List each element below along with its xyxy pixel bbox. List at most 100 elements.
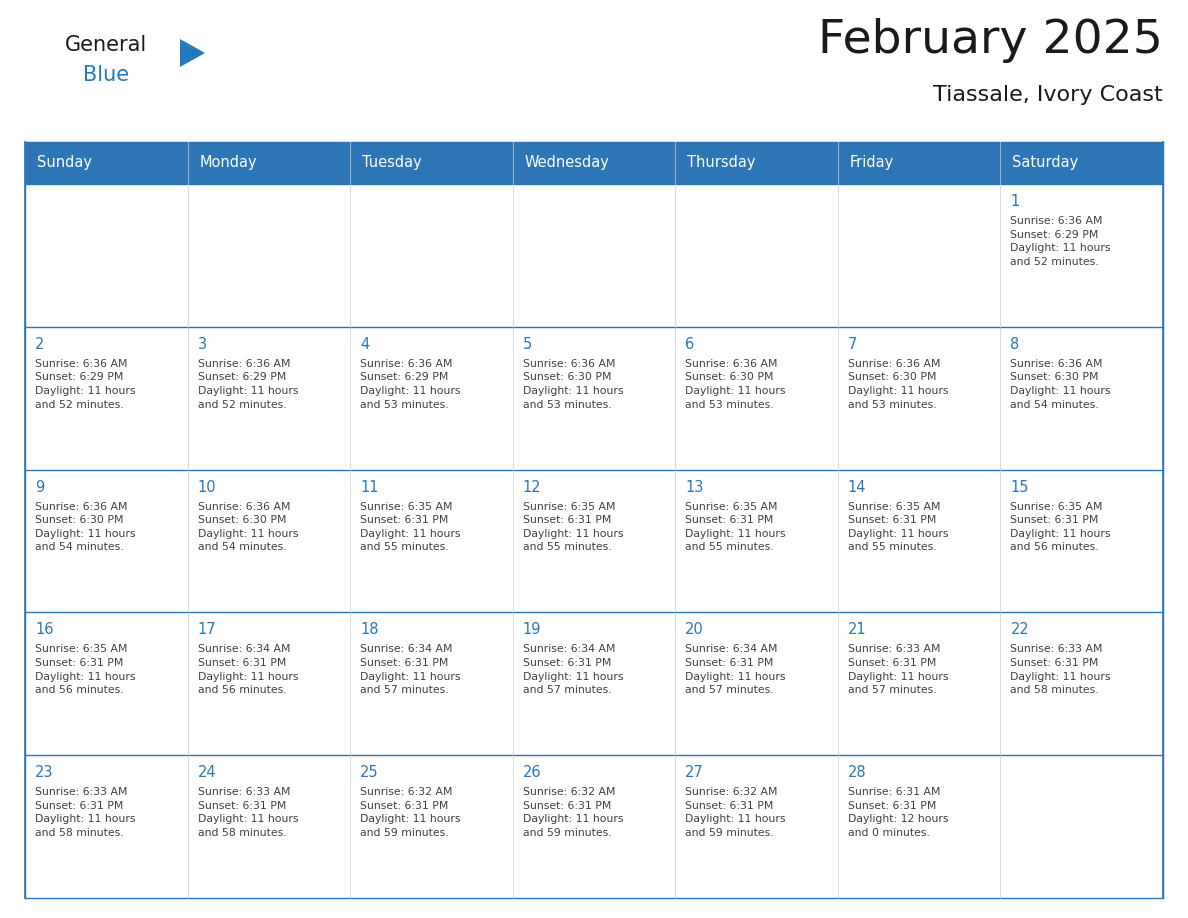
Text: Sunrise: 6:34 AM
Sunset: 6:31 PM
Daylight: 11 hours
and 57 minutes.: Sunrise: 6:34 AM Sunset: 6:31 PM Dayligh… — [360, 644, 461, 695]
Text: 11: 11 — [360, 479, 379, 495]
Text: Sunrise: 6:36 AM
Sunset: 6:29 PM
Daylight: 11 hours
and 53 minutes.: Sunrise: 6:36 AM Sunset: 6:29 PM Dayligh… — [360, 359, 461, 409]
Bar — [838, 756, 1000, 898]
Text: February 2025: February 2025 — [819, 18, 1163, 63]
Text: Sunrise: 6:35 AM
Sunset: 6:31 PM
Daylight: 11 hours
and 55 minutes.: Sunrise: 6:35 AM Sunset: 6:31 PM Dayligh… — [685, 501, 785, 553]
Text: 4: 4 — [360, 337, 369, 352]
Bar — [513, 756, 675, 898]
Text: 25: 25 — [360, 766, 379, 780]
Text: 2: 2 — [34, 337, 44, 352]
Text: Sunrise: 6:35 AM
Sunset: 6:31 PM
Daylight: 11 hours
and 55 minutes.: Sunrise: 6:35 AM Sunset: 6:31 PM Dayligh… — [360, 501, 461, 553]
Text: Sunrise: 6:36 AM
Sunset: 6:29 PM
Daylight: 11 hours
and 52 minutes.: Sunrise: 6:36 AM Sunset: 6:29 PM Dayligh… — [1011, 216, 1111, 267]
Text: 5: 5 — [523, 337, 532, 352]
Bar — [1000, 756, 1163, 898]
Text: Friday: Friday — [849, 155, 895, 171]
Bar — [350, 327, 513, 470]
Text: 24: 24 — [197, 766, 216, 780]
Bar — [513, 327, 675, 470]
Text: 12: 12 — [523, 479, 542, 495]
Bar — [25, 327, 188, 470]
Bar — [675, 756, 838, 898]
Text: Sunrise: 6:36 AM
Sunset: 6:29 PM
Daylight: 11 hours
and 52 minutes.: Sunrise: 6:36 AM Sunset: 6:29 PM Dayligh… — [197, 359, 298, 409]
Text: 16: 16 — [34, 622, 53, 637]
Text: 20: 20 — [685, 622, 704, 637]
Polygon shape — [181, 39, 206, 67]
Bar — [25, 142, 1163, 184]
Text: Sunrise: 6:36 AM
Sunset: 6:30 PM
Daylight: 11 hours
and 54 minutes.: Sunrise: 6:36 AM Sunset: 6:30 PM Dayligh… — [34, 501, 135, 553]
Text: Sunrise: 6:33 AM
Sunset: 6:31 PM
Daylight: 11 hours
and 58 minutes.: Sunrise: 6:33 AM Sunset: 6:31 PM Dayligh… — [197, 788, 298, 838]
Text: 23: 23 — [34, 766, 53, 780]
Text: Sunrise: 6:36 AM
Sunset: 6:30 PM
Daylight: 11 hours
and 54 minutes.: Sunrise: 6:36 AM Sunset: 6:30 PM Dayligh… — [197, 501, 298, 553]
Text: Sunrise: 6:34 AM
Sunset: 6:31 PM
Daylight: 11 hours
and 57 minutes.: Sunrise: 6:34 AM Sunset: 6:31 PM Dayligh… — [685, 644, 785, 695]
Text: Tuesday: Tuesday — [362, 155, 422, 171]
Text: Sunrise: 6:33 AM
Sunset: 6:31 PM
Daylight: 11 hours
and 57 minutes.: Sunrise: 6:33 AM Sunset: 6:31 PM Dayligh… — [848, 644, 948, 695]
Text: 21: 21 — [848, 622, 866, 637]
Bar — [675, 184, 838, 327]
Text: Sunrise: 6:35 AM
Sunset: 6:31 PM
Daylight: 11 hours
and 55 minutes.: Sunrise: 6:35 AM Sunset: 6:31 PM Dayligh… — [848, 501, 948, 553]
Text: Sunrise: 6:34 AM
Sunset: 6:31 PM
Daylight: 11 hours
and 56 minutes.: Sunrise: 6:34 AM Sunset: 6:31 PM Dayligh… — [197, 644, 298, 695]
Text: 1: 1 — [1011, 194, 1019, 209]
Bar — [513, 612, 675, 756]
Text: General: General — [65, 35, 147, 55]
Bar — [675, 612, 838, 756]
Bar — [188, 756, 350, 898]
Text: 27: 27 — [685, 766, 704, 780]
Text: Sunrise: 6:36 AM
Sunset: 6:29 PM
Daylight: 11 hours
and 52 minutes.: Sunrise: 6:36 AM Sunset: 6:29 PM Dayligh… — [34, 359, 135, 409]
Text: Sunrise: 6:32 AM
Sunset: 6:31 PM
Daylight: 11 hours
and 59 minutes.: Sunrise: 6:32 AM Sunset: 6:31 PM Dayligh… — [685, 788, 785, 838]
Bar — [1000, 470, 1163, 612]
Text: 15: 15 — [1011, 479, 1029, 495]
Bar — [1000, 184, 1163, 327]
Text: 10: 10 — [197, 479, 216, 495]
Text: Sunrise: 6:34 AM
Sunset: 6:31 PM
Daylight: 11 hours
and 57 minutes.: Sunrise: 6:34 AM Sunset: 6:31 PM Dayligh… — [523, 644, 624, 695]
Text: 6: 6 — [685, 337, 695, 352]
Text: Sunrise: 6:36 AM
Sunset: 6:30 PM
Daylight: 11 hours
and 53 minutes.: Sunrise: 6:36 AM Sunset: 6:30 PM Dayligh… — [685, 359, 785, 409]
Bar — [25, 470, 188, 612]
Text: 14: 14 — [848, 479, 866, 495]
Text: Sunrise: 6:32 AM
Sunset: 6:31 PM
Daylight: 11 hours
and 59 minutes.: Sunrise: 6:32 AM Sunset: 6:31 PM Dayligh… — [523, 788, 624, 838]
Text: Sunrise: 6:36 AM
Sunset: 6:30 PM
Daylight: 11 hours
and 54 minutes.: Sunrise: 6:36 AM Sunset: 6:30 PM Dayligh… — [1011, 359, 1111, 409]
Bar — [513, 470, 675, 612]
Text: Monday: Monday — [200, 155, 257, 171]
Bar — [25, 756, 188, 898]
Text: 18: 18 — [360, 622, 379, 637]
Bar — [350, 470, 513, 612]
Text: Sunrise: 6:32 AM
Sunset: 6:31 PM
Daylight: 11 hours
and 59 minutes.: Sunrise: 6:32 AM Sunset: 6:31 PM Dayligh… — [360, 788, 461, 838]
Bar — [350, 612, 513, 756]
Text: 13: 13 — [685, 479, 703, 495]
Text: 17: 17 — [197, 622, 216, 637]
Text: 28: 28 — [848, 766, 866, 780]
Bar — [350, 184, 513, 327]
Bar — [838, 184, 1000, 327]
Text: Sunday: Sunday — [37, 155, 91, 171]
Text: Sunrise: 6:33 AM
Sunset: 6:31 PM
Daylight: 11 hours
and 58 minutes.: Sunrise: 6:33 AM Sunset: 6:31 PM Dayligh… — [1011, 644, 1111, 695]
Text: 22: 22 — [1011, 622, 1029, 637]
Bar — [188, 327, 350, 470]
Bar — [1000, 612, 1163, 756]
Text: Tiassale, Ivory Coast: Tiassale, Ivory Coast — [934, 85, 1163, 105]
Text: Saturday: Saturday — [1012, 155, 1079, 171]
Bar — [513, 184, 675, 327]
Text: Sunrise: 6:36 AM
Sunset: 6:30 PM
Daylight: 11 hours
and 53 minutes.: Sunrise: 6:36 AM Sunset: 6:30 PM Dayligh… — [523, 359, 624, 409]
Text: 26: 26 — [523, 766, 542, 780]
Text: 19: 19 — [523, 622, 542, 637]
Bar — [188, 184, 350, 327]
Bar — [25, 184, 188, 327]
Bar — [188, 470, 350, 612]
Bar — [838, 612, 1000, 756]
Text: Sunrise: 6:33 AM
Sunset: 6:31 PM
Daylight: 11 hours
and 58 minutes.: Sunrise: 6:33 AM Sunset: 6:31 PM Dayligh… — [34, 788, 135, 838]
Text: Sunrise: 6:35 AM
Sunset: 6:31 PM
Daylight: 11 hours
and 56 minutes.: Sunrise: 6:35 AM Sunset: 6:31 PM Dayligh… — [34, 644, 135, 695]
Text: 8: 8 — [1011, 337, 1019, 352]
Bar — [838, 470, 1000, 612]
Text: 3: 3 — [197, 337, 207, 352]
Bar — [838, 327, 1000, 470]
Bar — [675, 327, 838, 470]
Bar — [675, 470, 838, 612]
Text: Sunrise: 6:35 AM
Sunset: 6:31 PM
Daylight: 11 hours
and 55 minutes.: Sunrise: 6:35 AM Sunset: 6:31 PM Dayligh… — [523, 501, 624, 553]
Text: Blue: Blue — [83, 65, 129, 85]
Text: Wednesday: Wednesday — [525, 155, 609, 171]
Bar — [1000, 327, 1163, 470]
Text: Thursday: Thursday — [688, 155, 756, 171]
Text: 7: 7 — [848, 337, 858, 352]
Text: Sunrise: 6:31 AM
Sunset: 6:31 PM
Daylight: 12 hours
and 0 minutes.: Sunrise: 6:31 AM Sunset: 6:31 PM Dayligh… — [848, 788, 948, 838]
Text: Sunrise: 6:36 AM
Sunset: 6:30 PM
Daylight: 11 hours
and 53 minutes.: Sunrise: 6:36 AM Sunset: 6:30 PM Dayligh… — [848, 359, 948, 409]
Bar — [188, 612, 350, 756]
